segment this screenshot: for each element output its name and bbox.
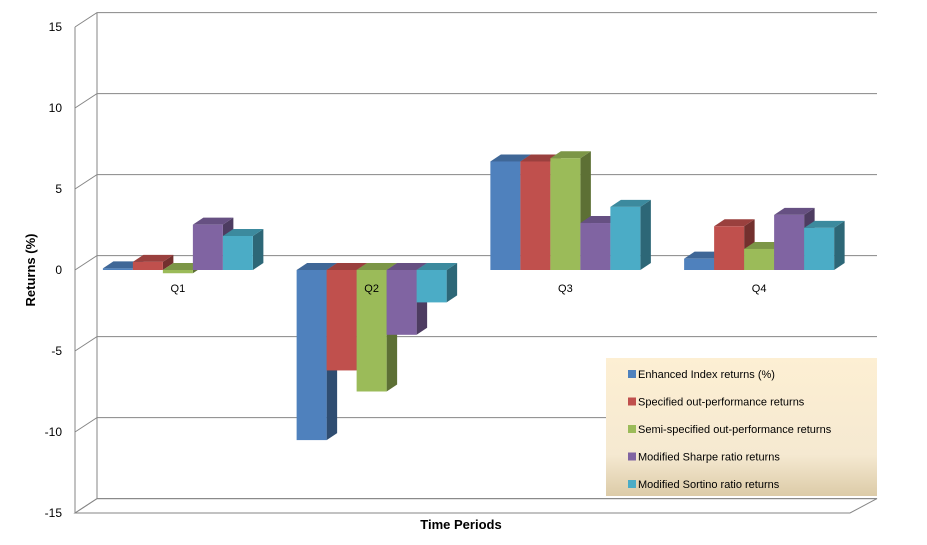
x-tick-label: Q2 [364,283,379,295]
y-tick-label: -15 [45,506,63,520]
legend-item: Enhanced Index returns (%) [628,369,775,381]
gridline [74,12,877,28]
legend-item: Semi-specified out-performance returns [628,424,832,436]
gridline [74,498,877,514]
legend-item: Modified Sharpe ratio returns [628,452,780,464]
y-tick-label: 5 [55,182,62,196]
x-axis-categories: Q1 Q2 Q3 Q4 [171,283,767,295]
y-tick-label: 15 [49,20,63,34]
legend-item: Modified Sortino ratio returns [628,479,780,491]
x-tick-label: Q1 [171,283,186,295]
legend-swatch [628,480,636,488]
legend-label: Modified Sortino ratio returns [638,479,780,491]
bar [132,254,174,270]
legend-label: Modified Sharpe ratio returns [638,452,780,464]
floor [73,498,878,514]
legend-label: Enhanced Index returns (%) [638,369,775,381]
x-tick-label: Q4 [752,283,767,295]
legend-label: Specified out-performance returns [638,397,805,409]
y-axis-title: Returns (%) [23,234,38,307]
y-axis-ticks: 15 10 5 0 -5 -10 -15 [45,20,63,520]
bar [804,220,845,270]
legend-swatch [628,397,636,406]
legend-label: Semi-specified out-performance returns [638,424,832,436]
y-tick-label: -5 [51,344,62,358]
gridline [74,336,877,352]
legend-swatch [628,452,636,461]
y-tick-label: 0 [55,263,62,277]
legend-item: Specified out-performance returns [628,397,805,409]
legend: Enhanced Index returns (%) Specified out-… [606,358,877,496]
bar [416,263,458,303]
legend-swatch [628,425,636,433]
legend-swatch [628,370,636,378]
chart-walls [73,12,878,514]
gridline [74,93,877,109]
gridline [74,174,877,190]
bar [222,228,264,270]
legend-box [606,358,877,496]
y-tick-label: -10 [45,425,63,439]
bars-group [102,151,845,441]
x-tick-label: Q3 [558,283,573,295]
bar [386,263,428,335]
x-axis-title: Time Periods [420,517,501,532]
bar [610,199,651,270]
y-tick-label: 10 [49,101,63,115]
